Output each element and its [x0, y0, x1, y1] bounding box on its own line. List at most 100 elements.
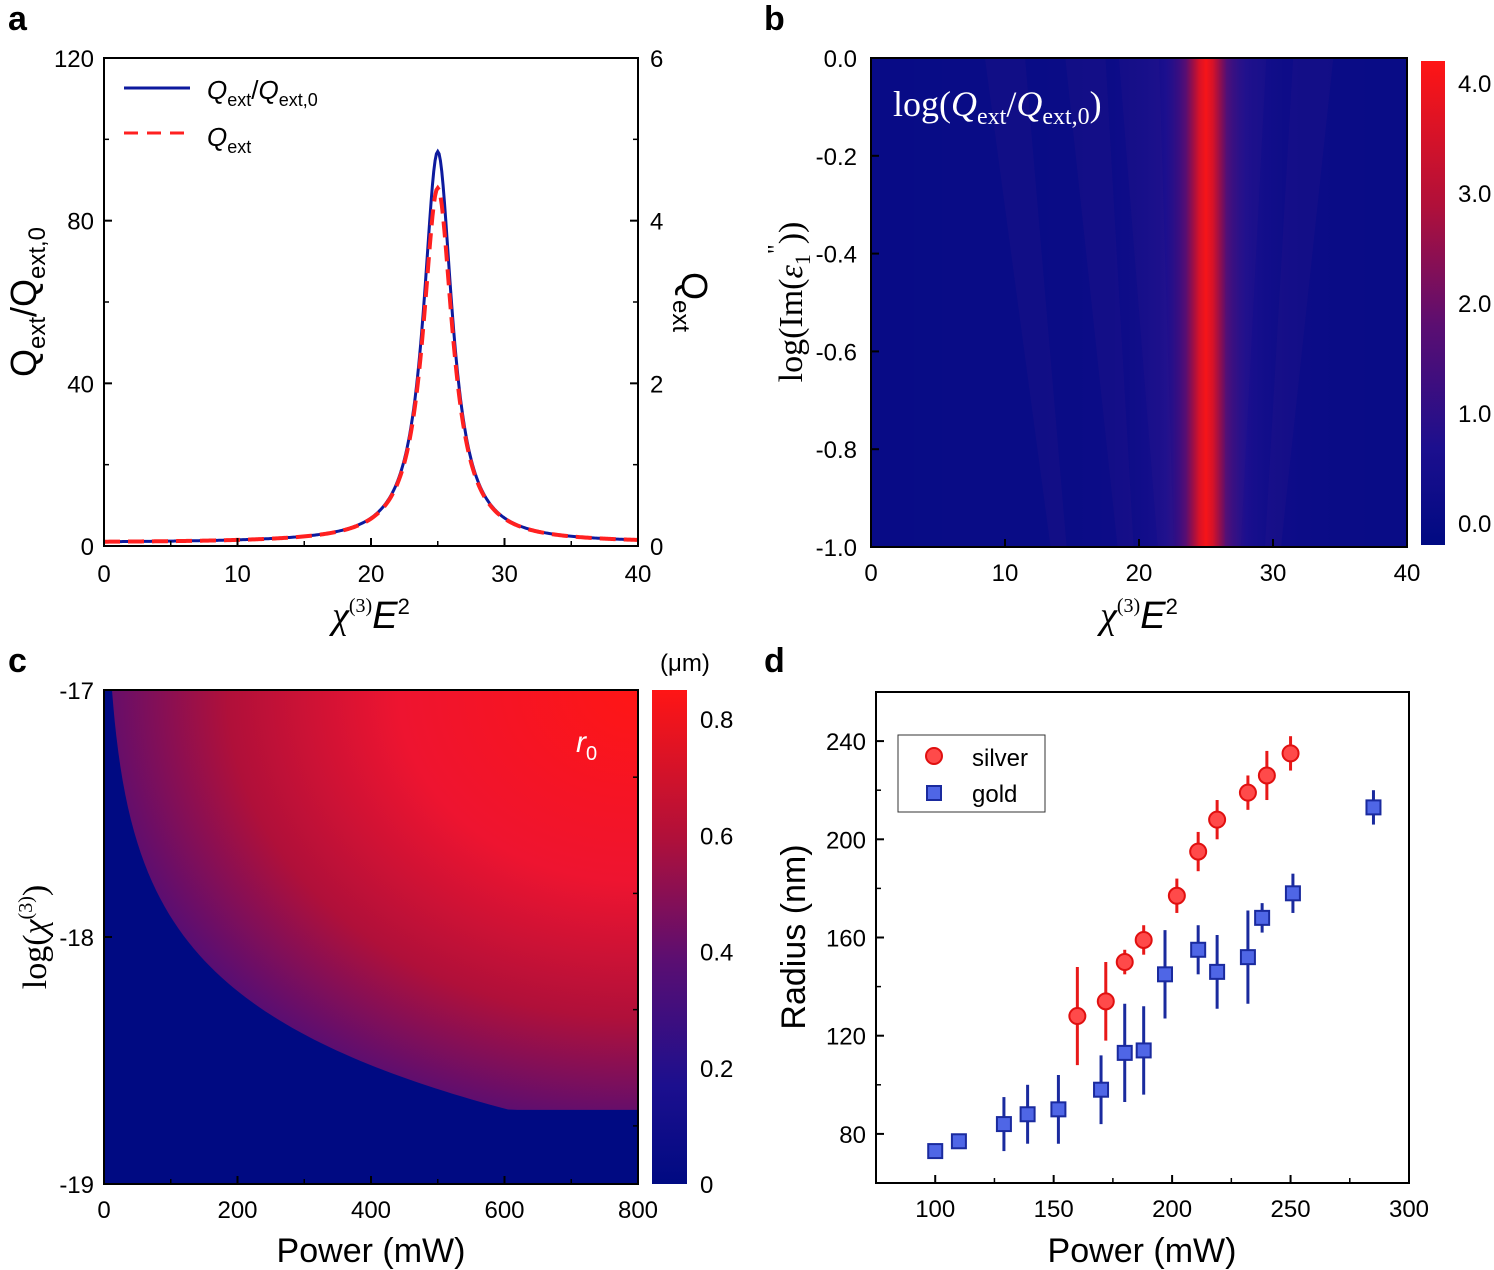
y-tick-label: 200	[826, 827, 866, 854]
gold-point	[1116, 1044, 1133, 1061]
silver-point	[1208, 810, 1227, 829]
y-tick-label: 120	[826, 1024, 866, 1051]
x-tick-label: 10	[224, 561, 251, 588]
panel-a-letter: a	[8, 0, 28, 38]
x-tick-label: 600	[484, 1197, 524, 1224]
panel-b-ylabel: log(Im(ε1"))	[764, 222, 815, 383]
panel-c-ylabel: log(χ(3))	[15, 885, 54, 989]
gold-point	[1365, 799, 1382, 816]
panel-d-ylabel: Radius (nm)	[775, 844, 813, 1029]
silver-point	[1134, 930, 1153, 949]
y-tick-label: -0.2	[816, 144, 857, 171]
x-tick-label: 100	[915, 1196, 955, 1223]
legend-entry-ratio: Qext/Qext,0	[207, 75, 318, 110]
gold-point	[995, 1116, 1012, 1133]
x-tick-label: 20	[1126, 560, 1153, 587]
colorbar-tick-label: 2.0	[1458, 291, 1491, 318]
silver-point	[1115, 953, 1134, 972]
y-tick-label-right: 0	[650, 534, 663, 561]
panel-d-points	[927, 736, 1382, 1160]
y-tick-label-left: 0	[81, 534, 94, 561]
y-tick-label: 240	[826, 729, 866, 756]
panel-c-colorbar	[652, 690, 687, 1184]
y-tick-label: -1.0	[816, 535, 857, 562]
panel-a-ylabel-left: Qext/Qext,0	[3, 227, 51, 377]
y-tick-label: -0.6	[816, 339, 857, 366]
y-tick-label: -0.8	[816, 437, 857, 464]
x-tick-label: 800	[618, 1197, 658, 1224]
x-tick-label: 40	[625, 561, 652, 588]
panel-d: d 100 150 200 250 300 80 120 160 200 240 silver g…	[764, 642, 1429, 1270]
panel-b-colorbar-ticks: 0.0 1.0 2.0 3.0 4.0	[1458, 71, 1491, 538]
x-tick-label: 10	[992, 560, 1019, 587]
y-tick-label-left: 120	[54, 46, 94, 73]
x-tick-label: 300	[1389, 1196, 1429, 1223]
x-tick-label: 200	[1152, 1196, 1192, 1223]
panel-b-ticks: 0 10 20 30 40 0.0 -0.2 -0.4 -0.6 -0.8 -1.0	[816, 46, 1421, 587]
colorbar-tick-label: 0.6	[700, 823, 733, 850]
y-tick-label: 0.0	[824, 46, 857, 73]
x-tick-label: 20	[358, 561, 385, 588]
heatmap-ray-3	[1224, 58, 1267, 547]
gold-point	[1050, 1101, 1067, 1118]
panel-b-colorbar	[1421, 61, 1445, 545]
series-line-0	[104, 148, 638, 544]
panel-c-annotation: r0	[576, 726, 597, 765]
y-tick-label-left: 40	[67, 371, 94, 398]
gold-point	[950, 1133, 967, 1150]
silver-point	[1238, 783, 1257, 802]
panel-c: c 0 200 400 600 800 -17 -18 -19 r0 0 0.2 0.4 0.6 0.…	[8, 642, 733, 1270]
panel-d-legend: silver gold	[897, 734, 1046, 813]
legend-box	[897, 734, 1046, 813]
silver-point	[1257, 766, 1276, 785]
panel-b-letter: b	[764, 0, 785, 38]
heatmap-ray-1	[1065, 58, 1134, 547]
x-tick-label: 150	[1034, 1196, 1074, 1223]
silver-point	[1167, 886, 1186, 905]
colorbar-tick-label: 4.0	[1458, 71, 1491, 98]
y-tick-label-right: 6	[650, 46, 663, 73]
y-tick-label: -0.4	[816, 242, 857, 269]
x-tick-label: 200	[217, 1197, 257, 1224]
panel-a-frame	[103, 57, 639, 547]
panel-c-ticks: 0 200 400 600 800 -17 -18 -19	[59, 678, 658, 1224]
y-tick-label: -19	[59, 1172, 94, 1199]
panel-c-heatmap-region	[112, 690, 638, 1110]
silver-point	[1189, 842, 1208, 861]
y-tick-label-right: 4	[650, 209, 663, 236]
colorbar-tick-label: 3.0	[1458, 181, 1491, 208]
y-tick-label: -17	[59, 678, 94, 705]
gold-point	[1254, 909, 1271, 926]
x-tick-label: 400	[351, 1197, 391, 1224]
gold-point	[1190, 941, 1207, 958]
y-tick-label: 80	[839, 1122, 866, 1149]
panel-c-xlabel: Power (mW)	[277, 1232, 466, 1270]
x-tick-label: 250	[1271, 1196, 1311, 1223]
gold-point	[1209, 963, 1226, 980]
y-tick-label: -18	[59, 925, 94, 952]
panel-b-heatmap	[871, 58, 1407, 547]
legend-entry-qext: Qext	[207, 122, 251, 157]
heatmap-ray-4	[1264, 58, 1334, 547]
panel-b-rays	[984, 58, 1334, 547]
silver-point	[1068, 1007, 1087, 1026]
panel-b-xlabel: χ(3)E2	[1096, 594, 1178, 637]
colorbar-tick-label: 0.8	[700, 707, 733, 734]
panel-a-legend: Qext/Qext,0 Qext	[124, 75, 318, 157]
colorbar-tick-label: 1.0	[1458, 401, 1491, 428]
colorbar-tick-label: 0	[700, 1172, 713, 1199]
panel-b: b 0 10 20 30 400.0-0.2-0.4-0.6-0.8-1.0 log(Q…	[764, 0, 1491, 637]
panel-d-xlabel: Power (mW)	[1048, 1232, 1237, 1270]
gold-point	[1284, 885, 1301, 902]
colorbar-tick-label: 0.4	[700, 940, 733, 967]
legend-silver-label: silver	[972, 745, 1028, 772]
y-tick-label-left: 80	[67, 209, 94, 236]
panel-c-letter: c	[8, 642, 27, 680]
panel-a-plot-area	[104, 148, 638, 544]
heatmap-ray-2	[1118, 58, 1174, 547]
panel-a-ylabel-right: Qext	[667, 272, 715, 332]
legend-silver-marker	[925, 747, 943, 765]
gold-point	[927, 1143, 944, 1160]
colorbar-tick-label: 0.2	[700, 1056, 733, 1083]
